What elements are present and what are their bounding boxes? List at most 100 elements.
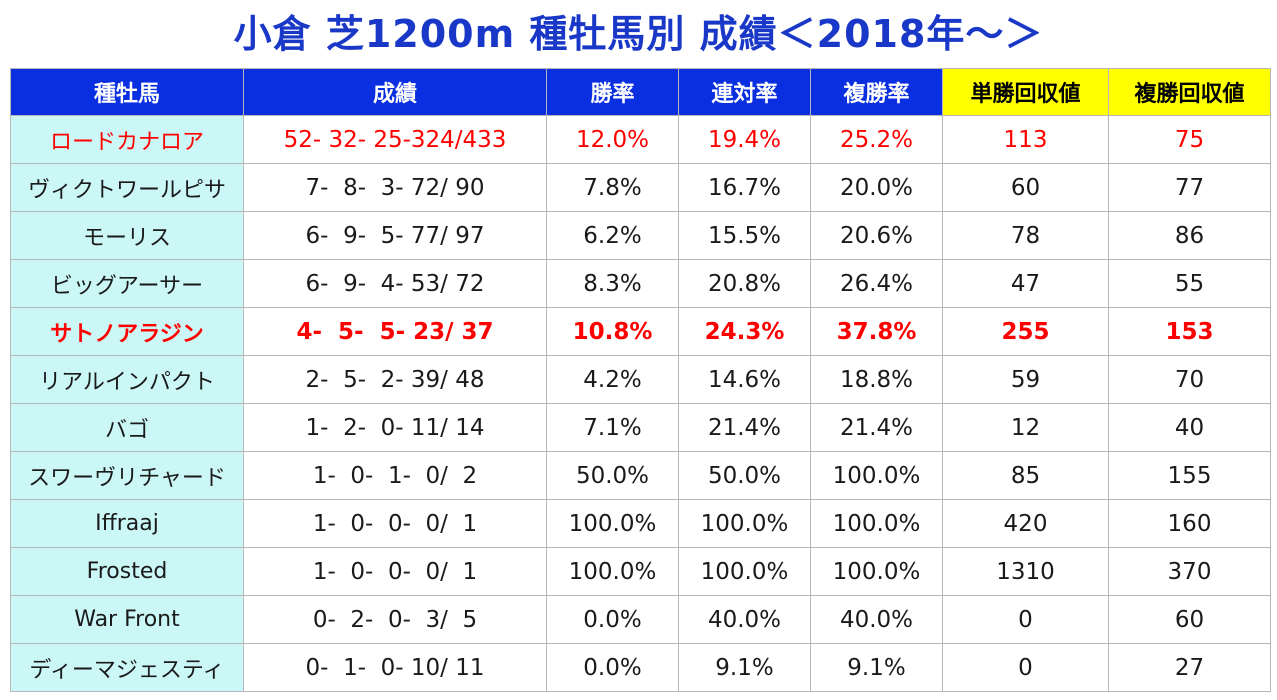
win-rate: 100.0% (546, 547, 679, 596)
table-row: ロードカナロア 52- 32- 25-324/433 12.0% 19.4% 2… (10, 115, 1271, 164)
top2-rate: 40.0% (678, 595, 811, 644)
sire-name: ヴィクトワールピサ (10, 163, 244, 212)
header-place-return: 複勝回収値 (1108, 68, 1271, 116)
record: 2- 5- 2- 39/ 48 (243, 355, 547, 404)
place-return: 27 (1108, 643, 1271, 692)
table-row: モーリス 6- 9- 5- 77/ 97 6.2% 15.5% 20.6% 78… (10, 211, 1271, 260)
record: 4- 5- 5- 23/ 37 (243, 307, 547, 356)
table-row: サトノアラジン 4- 5- 5- 23/ 37 10.8% 24.3% 37.8… (10, 307, 1271, 356)
record: 0- 1- 0- 10/ 11 (243, 643, 547, 692)
place-return: 153 (1108, 307, 1271, 356)
table-row: Frosted 1- 0- 0- 0/ 1 100.0% 100.0% 100.… (10, 547, 1271, 596)
header-win-rate: 勝率 (546, 68, 679, 116)
top3-rate: 100.0% (810, 499, 943, 548)
sire-name: バゴ (10, 403, 244, 452)
table-header-row: 種牡馬 成績 勝率 連対率 複勝率 単勝回収値 複勝回収値 (10, 68, 1271, 116)
table-row: ヴィクトワールピサ 7- 8- 3- 72/ 90 7.8% 16.7% 20.… (10, 163, 1271, 212)
win-return: 0 (942, 595, 1109, 644)
win-rate: 8.3% (546, 259, 679, 308)
header-record: 成績 (243, 68, 547, 116)
win-rate: 4.2% (546, 355, 679, 404)
place-return: 160 (1108, 499, 1271, 548)
top2-rate: 50.0% (678, 451, 811, 500)
place-return: 40 (1108, 403, 1271, 452)
table-row: Iffraaj 1- 0- 0- 0/ 1 100.0% 100.0% 100.… (10, 499, 1271, 548)
page-title: 小倉 芝1200m 種牡馬別 成績＜2018年～＞ (233, 12, 1044, 56)
sire-stats-table: 種牡馬 成績 勝率 連対率 複勝率 単勝回収値 複勝回収値 ロードカナロア 52… (10, 68, 1271, 692)
sire-name: Iffraaj (10, 499, 244, 548)
win-rate: 10.8% (546, 307, 679, 356)
win-rate: 6.2% (546, 211, 679, 260)
top3-rate: 20.6% (810, 211, 943, 260)
win-return: 60 (942, 163, 1109, 212)
top2-rate: 19.4% (678, 115, 811, 164)
win-rate: 0.0% (546, 595, 679, 644)
place-return: 370 (1108, 547, 1271, 596)
header-win-return: 単勝回収値 (942, 68, 1109, 116)
record: 1- 0- 1- 0/ 2 (243, 451, 547, 500)
top2-rate: 15.5% (678, 211, 811, 260)
place-return: 155 (1108, 451, 1271, 500)
top2-rate: 16.7% (678, 163, 811, 212)
place-return: 86 (1108, 211, 1271, 260)
record: 6- 9- 5- 77/ 97 (243, 211, 547, 260)
win-rate: 7.8% (546, 163, 679, 212)
record: 1- 0- 0- 0/ 1 (243, 499, 547, 548)
sire-name: War Front (10, 595, 244, 644)
record: 7- 8- 3- 72/ 90 (243, 163, 547, 212)
record: 1- 2- 0- 11/ 14 (243, 403, 547, 452)
win-return: 1310 (942, 547, 1109, 596)
record: 52- 32- 25-324/433 (243, 115, 547, 164)
top3-rate: 37.8% (810, 307, 943, 356)
win-return: 255 (942, 307, 1109, 356)
top3-rate: 20.0% (810, 163, 943, 212)
top2-rate: 21.4% (678, 403, 811, 452)
top2-rate: 9.1% (678, 643, 811, 692)
record: 1- 0- 0- 0/ 1 (243, 547, 547, 596)
place-return: 77 (1108, 163, 1271, 212)
place-return: 75 (1108, 115, 1271, 164)
table-row: ディーマジェスティ 0- 1- 0- 10/ 11 0.0% 9.1% 9.1%… (10, 643, 1271, 692)
top3-rate: 21.4% (810, 403, 943, 452)
win-return: 78 (942, 211, 1109, 260)
win-rate: 0.0% (546, 643, 679, 692)
place-return: 55 (1108, 259, 1271, 308)
table-row: バゴ 1- 2- 0- 11/ 14 7.1% 21.4% 21.4% 12 4… (10, 403, 1271, 452)
top2-rate: 100.0% (678, 499, 811, 548)
sire-name: ディーマジェスティ (10, 643, 244, 692)
record: 6- 9- 4- 53/ 72 (243, 259, 547, 308)
sire-name: ロードカナロア (10, 115, 244, 164)
sire-name: リアルインパクト (10, 355, 244, 404)
win-return: 420 (942, 499, 1109, 548)
sire-name: サトノアラジン (10, 307, 244, 356)
header-top3-rate: 複勝率 (810, 68, 943, 116)
top2-rate: 14.6% (678, 355, 811, 404)
win-return: 0 (942, 643, 1109, 692)
table-row: War Front 0- 2- 0- 3/ 5 0.0% 40.0% 40.0%… (10, 595, 1271, 644)
win-return: 12 (942, 403, 1109, 452)
top3-rate: 25.2% (810, 115, 943, 164)
top3-rate: 40.0% (810, 595, 943, 644)
header-sire: 種牡馬 (10, 68, 244, 116)
header-top2-rate: 連対率 (678, 68, 811, 116)
win-return: 113 (942, 115, 1109, 164)
top3-rate: 100.0% (810, 451, 943, 500)
top3-rate: 26.4% (810, 259, 943, 308)
top3-rate: 100.0% (810, 547, 943, 596)
sire-name: モーリス (10, 211, 244, 260)
win-return: 59 (942, 355, 1109, 404)
table-row: ビッグアーサー 6- 9- 4- 53/ 72 8.3% 20.8% 26.4%… (10, 259, 1271, 308)
top2-rate: 100.0% (678, 547, 811, 596)
place-return: 60 (1108, 595, 1271, 644)
record: 0- 2- 0- 3/ 5 (243, 595, 547, 644)
top3-rate: 18.8% (810, 355, 943, 404)
sire-name: Frosted (10, 547, 244, 596)
table-row: リアルインパクト 2- 5- 2- 39/ 48 4.2% 14.6% 18.8… (10, 355, 1271, 404)
win-rate: 12.0% (546, 115, 679, 164)
sire-name: ビッグアーサー (10, 259, 244, 308)
top2-rate: 24.3% (678, 307, 811, 356)
table-row: スワーヴリチャード 1- 0- 1- 0/ 2 50.0% 50.0% 100.… (10, 451, 1271, 500)
win-rate: 7.1% (546, 403, 679, 452)
top3-rate: 9.1% (810, 643, 943, 692)
place-return: 70 (1108, 355, 1271, 404)
